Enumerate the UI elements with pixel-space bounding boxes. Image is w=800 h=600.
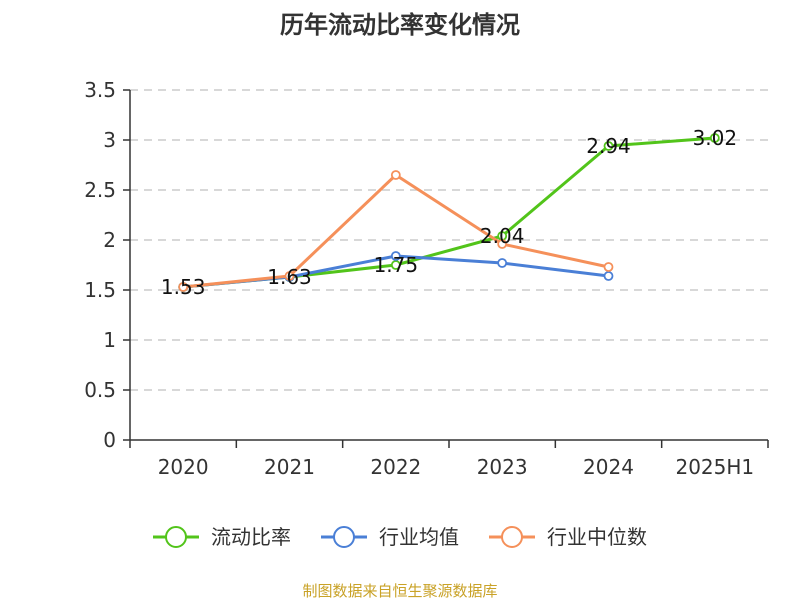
data-point bbox=[497, 239, 508, 249]
data-point bbox=[709, 133, 720, 143]
legend[interactable]: 流动比率 行业均值 行业中位数 bbox=[153, 525, 647, 549]
legend-circle-icon bbox=[501, 526, 523, 548]
legend-circle-icon bbox=[165, 526, 187, 548]
x-tick-label: 2024 bbox=[583, 455, 634, 479]
x-tick-label: 2021 bbox=[264, 455, 315, 479]
legend-item[interactable]: 行业均值 bbox=[321, 525, 459, 549]
data-point bbox=[603, 141, 614, 151]
legend-item[interactable]: 行业中位数 bbox=[489, 525, 647, 549]
legend-circle-icon bbox=[333, 526, 355, 548]
series-lines bbox=[178, 133, 720, 292]
y-tick-label: 0.5 bbox=[84, 378, 116, 402]
x-tick-label: 2022 bbox=[370, 455, 421, 479]
data-point bbox=[390, 260, 401, 270]
data-label: 1.63 bbox=[267, 265, 312, 289]
y-tick-label: 3 bbox=[103, 128, 116, 152]
x-tick-label: 2020 bbox=[158, 455, 209, 479]
data-point bbox=[603, 262, 614, 272]
data-labels: 1.53 1.63 1.75 2.04 2.94 3.02 bbox=[161, 126, 737, 299]
x-tick-label: 2023 bbox=[477, 455, 528, 479]
data-point bbox=[284, 271, 295, 281]
y-tick-label: 1.5 bbox=[84, 278, 116, 302]
y-tick-label: 2 bbox=[103, 228, 116, 252]
y-tick-label: 0 bbox=[103, 428, 116, 452]
y-tick-label: 1 bbox=[103, 328, 116, 352]
data-label: 2.94 bbox=[586, 134, 631, 158]
y-tick-label: 2.5 bbox=[84, 178, 116, 202]
series-line bbox=[181, 136, 717, 289]
data-point bbox=[390, 251, 401, 261]
data-point bbox=[390, 170, 401, 180]
data-point bbox=[178, 282, 189, 292]
x-tick-label: 2025H1 bbox=[675, 455, 754, 479]
data-source-note: 制图数据来自恒生聚源数据库 bbox=[302, 582, 497, 600]
y-tick-label: 3.5 bbox=[84, 78, 116, 102]
data-label: 1.75 bbox=[374, 253, 419, 277]
legend-label: 行业均值 bbox=[379, 525, 459, 549]
data-label: 2.04 bbox=[480, 224, 525, 248]
gridlines bbox=[130, 89, 768, 391]
chart-title: 历年流动比率变化情况 bbox=[280, 11, 520, 39]
axes: 0 0.5 1 1.5 2 2.5 3 3.5 2020 2021 2022 2023 2024 2025… bbox=[84, 78, 769, 479]
legend-label: 行业中位数 bbox=[547, 525, 647, 549]
data-label: 3.02 bbox=[693, 126, 738, 150]
legend-label: 流动比率 bbox=[211, 525, 291, 549]
legend-item[interactable]: 流动比率 bbox=[153, 525, 291, 549]
data-point bbox=[603, 271, 614, 281]
data-point bbox=[497, 258, 508, 268]
data-label: 1.53 bbox=[161, 275, 206, 299]
